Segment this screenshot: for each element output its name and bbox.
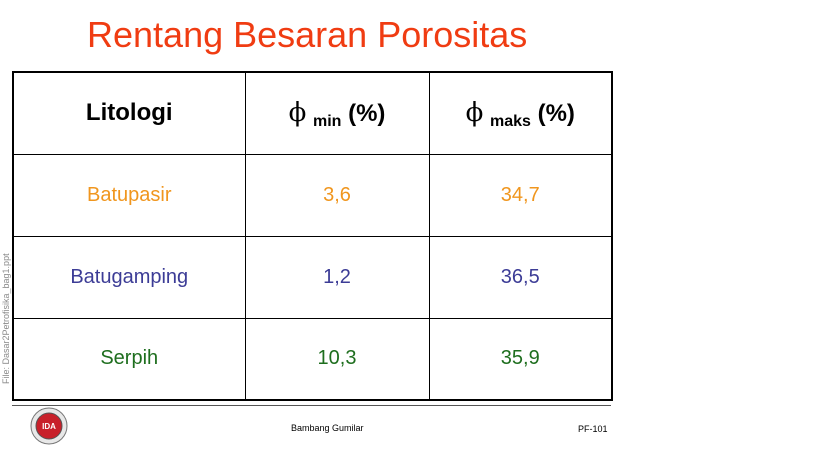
phi-maks-cell: 36,5 (428, 235, 613, 319)
header-phi-min: ϕ min (%) (244, 71, 430, 155)
table-row: Batugamping 1,2 36,5 (12, 235, 613, 319)
logo-text: IDA (42, 422, 56, 431)
phi-min-cell: 1,2 (244, 235, 430, 319)
slide-title: Rentang Besaran Porositas (87, 14, 528, 55)
header-litologi: Litologi (12, 71, 246, 155)
organization-logo-icon: IDA (30, 407, 68, 445)
litologi-cell: Batugamping (12, 235, 246, 319)
table-row: Serpih 10,3 35,9 (12, 317, 613, 401)
porosity-table: Litologi ϕ min (%) ϕ maks (%) Batupasir … (12, 71, 613, 401)
phi-maks-cell: 34,7 (428, 153, 613, 237)
litologi-cell: Batupasir (12, 153, 246, 237)
header-maks-sub: maks (489, 113, 531, 131)
table-header-row: Litologi ϕ min (%) ϕ maks (%) (12, 71, 613, 155)
footer-divider (12, 405, 611, 406)
footer-author: Bambang Gumilar (291, 423, 364, 433)
header-min-unit: (%) (348, 100, 386, 128)
header-min-sub: min (312, 113, 342, 131)
table-row: Batupasir 3,6 34,7 (12, 153, 613, 237)
phi-symbol: ϕ (288, 98, 307, 129)
phi-symbol: ϕ (465, 98, 484, 129)
phi-min-cell: 10,3 (244, 317, 430, 401)
litologi-cell: Serpih (12, 317, 246, 401)
header-phi-maks: ϕ maks (%) (428, 71, 613, 155)
file-path-label: File: Dasar2Petrofisika_bag1.ppt (1, 253, 11, 384)
phi-min-cell: 3,6 (244, 153, 430, 237)
header-maks-unit: (%) (537, 100, 575, 128)
phi-maks-cell: 35,9 (428, 317, 613, 401)
footer-page-id: PF-101 (578, 424, 608, 434)
